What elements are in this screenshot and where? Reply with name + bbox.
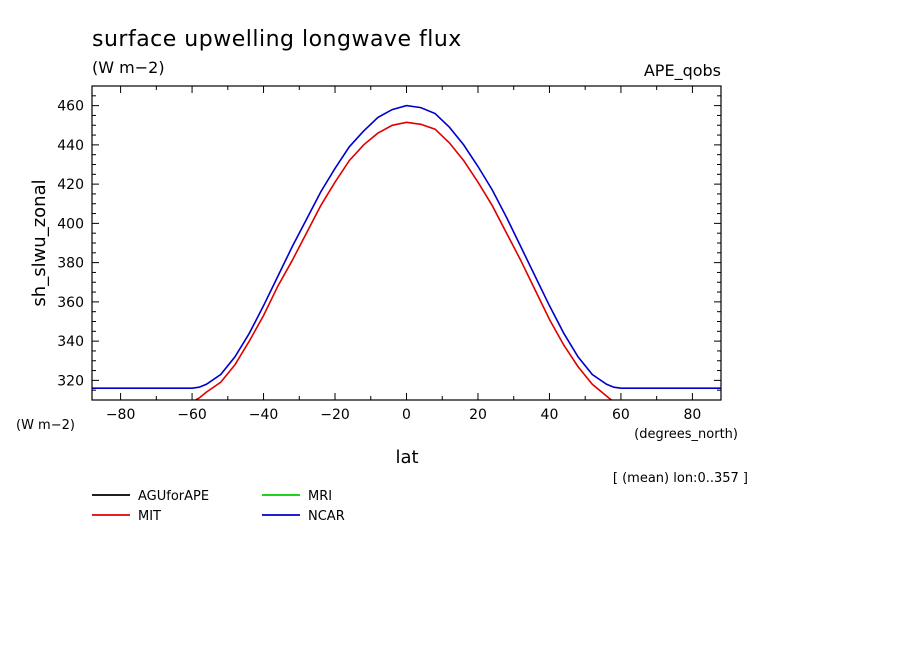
y-tick-label: 380: [57, 256, 84, 272]
x-tick-label: −20: [320, 407, 350, 423]
series-line-mit: [194, 121, 613, 400]
x-tick-label: −60: [177, 407, 207, 423]
y-tick-label: 340: [57, 334, 84, 350]
x-tick-label: 80: [683, 407, 701, 423]
legend-item-mit: MIT: [138, 509, 161, 524]
x-tick-label: −40: [249, 407, 279, 423]
y-tick-label: 320: [57, 373, 84, 389]
y-axis-units: (W m−2): [16, 418, 75, 433]
x-tick-label: 60: [612, 407, 630, 423]
mean-note: [ (mean) lon:0..357 ]: [613, 471, 748, 486]
x-axis-units: (degrees_north): [634, 427, 738, 442]
series-line-ncar: [92, 104, 721, 390]
x-tick-label: 0: [402, 407, 411, 423]
y-tick-label: 400: [57, 216, 84, 232]
legend: AGUforAPE MRI MIT NCAR: [92, 489, 345, 524]
y-tick-label: 360: [57, 295, 84, 311]
plot-frame: [91, 85, 722, 401]
y-axis-label: sh_slwu_zonal: [29, 179, 50, 306]
series-lines: [92, 104, 721, 400]
dataset-label: APE_qobs: [644, 61, 721, 81]
x-axis-label: lat: [395, 447, 418, 468]
y-tick-label: 460: [57, 99, 84, 115]
x-tick-label: 20: [469, 407, 487, 423]
y-tick-label: 440: [57, 138, 84, 154]
x-tick-label: −80: [106, 407, 136, 423]
legend-item-ncar: NCAR: [308, 509, 345, 524]
axis-ticks: −80 −60 −40 −20 0 20 40 60 80 320 340 360 380 400 420 4…: [57, 85, 721, 423]
x-tick-label: 40: [541, 407, 559, 423]
title-units: (W m−2): [92, 58, 165, 77]
legend-item-mri: MRI: [308, 489, 332, 504]
y-tick-label: 420: [57, 177, 84, 193]
legend-item-aguforape: AGUforAPE: [138, 489, 209, 504]
chart-title: surface upwelling longwave flux: [92, 27, 462, 52]
